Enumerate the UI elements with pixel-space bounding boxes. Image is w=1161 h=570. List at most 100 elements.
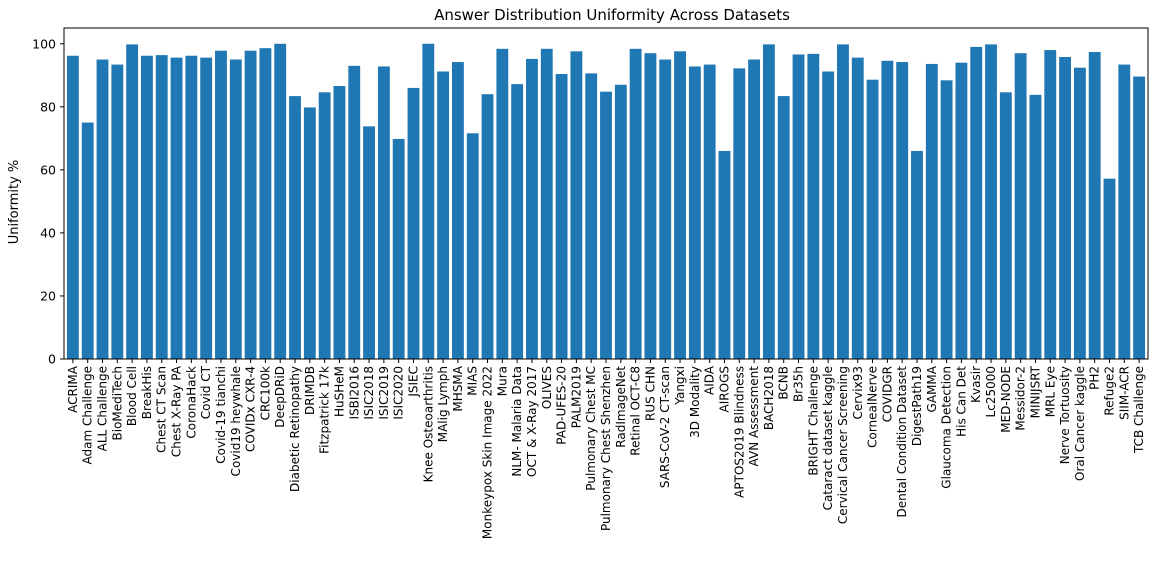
x-tick-label: DeepDRiD bbox=[273, 366, 287, 428]
x-tick-label: Oral Cancer kaggle bbox=[1073, 366, 1087, 481]
x-tick-label: Adam Challenge bbox=[81, 366, 95, 464]
bar bbox=[674, 51, 686, 359]
x-tick-label: ACRIMA bbox=[66, 365, 80, 413]
x-tick-label: BreakHis bbox=[140, 366, 154, 419]
x-tick-label: Pulmonary Chest Shenzhen bbox=[599, 366, 613, 531]
x-tick-label: Lc25000 bbox=[984, 366, 998, 417]
bar bbox=[807, 53, 820, 359]
x-tick-label: Diabetic Retinopathy bbox=[288, 366, 302, 492]
bar bbox=[481, 94, 494, 359]
bar bbox=[348, 65, 361, 359]
x-tick-label: Br35h bbox=[792, 366, 806, 402]
x-tick-label: Chest CT Scan bbox=[155, 366, 169, 453]
x-tick-label: MIAS bbox=[466, 366, 480, 396]
bar bbox=[851, 57, 864, 359]
bar bbox=[81, 122, 94, 359]
x-tick-label: Fitzpatrick 17k bbox=[318, 366, 332, 454]
bar bbox=[881, 60, 894, 359]
bar bbox=[496, 48, 509, 360]
bar bbox=[985, 44, 997, 359]
bar bbox=[66, 55, 79, 360]
x-tick-label: JSIEC bbox=[406, 366, 420, 398]
x-tick-label: Blood Cell bbox=[125, 366, 139, 426]
bar bbox=[289, 96, 301, 359]
chart-title: Answer Distribution Uniformity Across Da… bbox=[434, 6, 790, 24]
bar bbox=[437, 71, 450, 359]
x-tick-label: Retinal OCT-C8 bbox=[629, 366, 643, 456]
bar bbox=[200, 57, 213, 359]
x-tick-label: DRIMDB bbox=[303, 366, 317, 415]
x-tick-label: BCNB bbox=[777, 366, 791, 400]
x-tick-label: Monkeypox Skin Image 2022 bbox=[481, 366, 495, 539]
bar bbox=[703, 64, 716, 359]
bar bbox=[555, 74, 568, 360]
x-tick-label: OCT & X-Ray 2017 bbox=[525, 366, 539, 477]
bar bbox=[1103, 178, 1116, 359]
bar bbox=[748, 59, 761, 360]
x-tick-label: ISIC2018 bbox=[362, 366, 376, 420]
x-tick-label: PALM2019 bbox=[569, 366, 583, 428]
x-tick-label: MINIJSRT bbox=[1028, 365, 1042, 418]
bar bbox=[1014, 53, 1027, 359]
x-tick-label: PAD-UFES-20 bbox=[555, 366, 569, 445]
x-tick-label: SARS-CoV-2 CT-scan bbox=[658, 366, 672, 488]
bar bbox=[126, 44, 139, 359]
bar bbox=[822, 71, 835, 359]
bar bbox=[911, 150, 923, 359]
x-tick-label: MED-NODE bbox=[999, 366, 1013, 433]
bar bbox=[659, 59, 672, 360]
x-tick-label: CRC100k bbox=[258, 366, 272, 420]
x-tick-label: Refuge2 bbox=[1103, 366, 1117, 416]
bar bbox=[866, 79, 879, 359]
x-tick-label: NLM- Malaria Data bbox=[510, 366, 524, 477]
bar bbox=[259, 48, 272, 360]
bar bbox=[215, 50, 227, 359]
x-tick-label: Nerve Tortuosity bbox=[1058, 366, 1072, 464]
x-tick-label: COVIDx CXR-4 bbox=[244, 366, 258, 452]
bar bbox=[303, 107, 316, 359]
bar bbox=[244, 50, 257, 359]
bar bbox=[274, 43, 287, 359]
bar bbox=[185, 55, 198, 360]
x-tick-label: OLIVES bbox=[540, 366, 554, 409]
x-tick-label: COVIDGR bbox=[880, 366, 894, 422]
bar bbox=[451, 62, 464, 360]
bar bbox=[1029, 94, 1042, 359]
x-tick-label: Cataract dataset kaggle bbox=[821, 366, 835, 510]
x-tick-label: CoronaHack bbox=[184, 366, 198, 439]
x-tick-label: APTOS2019 Blindness bbox=[732, 366, 746, 498]
plot-frame bbox=[63, 27, 1149, 360]
bar bbox=[570, 51, 583, 359]
x-tick-label: AIDA bbox=[703, 365, 717, 395]
bar bbox=[762, 44, 775, 359]
bar bbox=[970, 46, 983, 359]
x-tick-label: Knee Osteoarthritis bbox=[421, 366, 435, 482]
x-tick-label: Covid19 heywhale bbox=[229, 366, 243, 476]
bar bbox=[111, 64, 124, 359]
bar bbox=[792, 54, 805, 359]
bar bbox=[466, 133, 479, 359]
bar bbox=[585, 73, 598, 359]
bar bbox=[1088, 51, 1101, 360]
bar bbox=[925, 63, 938, 359]
bar bbox=[229, 59, 242, 360]
x-tick-label: Messidor-2 bbox=[1014, 366, 1028, 431]
bar bbox=[733, 68, 746, 359]
bar bbox=[1118, 64, 1131, 359]
x-tick-label: SIIM-ACR bbox=[1117, 366, 1131, 420]
x-tick-label: Covid-19 tianchi bbox=[214, 366, 228, 464]
x-tick-label: DigestPath19 bbox=[910, 366, 924, 446]
x-tick-label: 3D Modality bbox=[688, 366, 702, 438]
x-tick-label: ISBI2016 bbox=[347, 366, 361, 419]
y-tick-label: 20 bbox=[40, 288, 56, 303]
bar bbox=[777, 96, 790, 359]
bar bbox=[392, 138, 405, 359]
bar bbox=[1133, 76, 1146, 360]
y-tick-label: 40 bbox=[40, 225, 56, 240]
x-tick-label: AVN Assessment bbox=[747, 366, 761, 467]
x-axis-ticks: ACRIMA Adam Challenge ALL Challenge BioMedi… bbox=[66, 359, 1146, 539]
bar bbox=[1044, 50, 1057, 359]
x-tick-label: MAlig Lymph bbox=[436, 366, 450, 442]
bar bbox=[940, 80, 953, 359]
